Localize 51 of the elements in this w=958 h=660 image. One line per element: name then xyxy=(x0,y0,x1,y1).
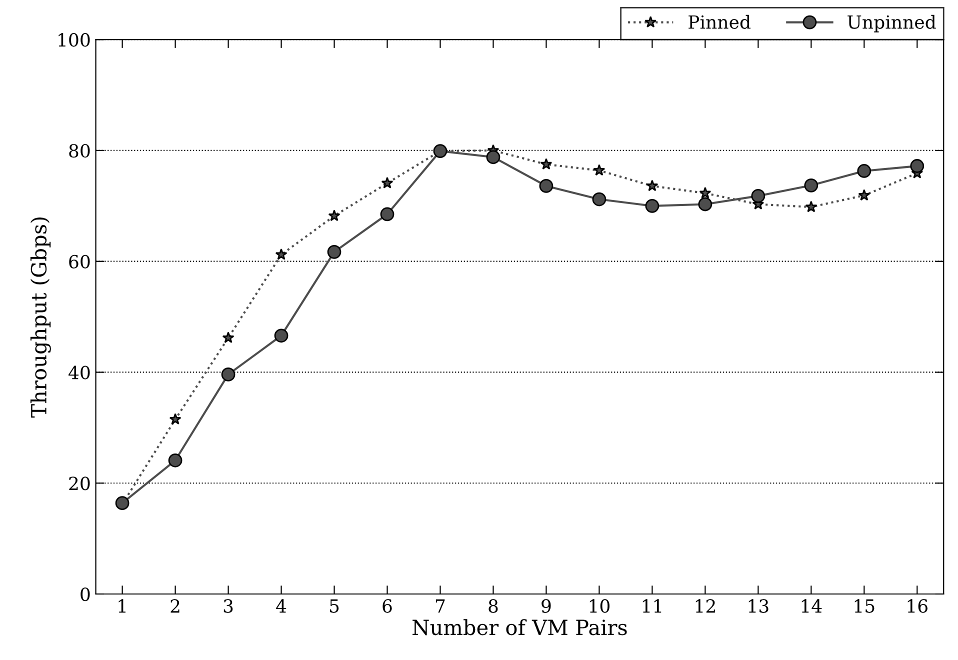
point xyxy=(539,179,554,193)
y-tick-label: 60 xyxy=(69,254,90,268)
point xyxy=(486,150,500,164)
point xyxy=(910,159,924,173)
point xyxy=(646,180,658,192)
x-tick-label: 10 xyxy=(590,599,610,613)
y-axis-title: Throughput (Gbps) xyxy=(30,217,51,418)
point xyxy=(858,189,870,201)
point xyxy=(168,453,182,468)
x-tick-label: 2 xyxy=(170,599,180,613)
point xyxy=(380,207,394,222)
point xyxy=(857,164,872,178)
point xyxy=(592,192,606,206)
point xyxy=(751,188,766,203)
x-axis-title: Number of VM Pairs xyxy=(412,619,627,636)
point xyxy=(221,368,236,382)
point xyxy=(804,178,818,192)
point xyxy=(327,244,342,259)
point xyxy=(698,197,712,212)
point xyxy=(274,328,288,343)
x-tick-label: 13 xyxy=(748,599,768,613)
y-tick-label: 100 xyxy=(58,33,90,47)
y-tick-label: 20 xyxy=(69,476,90,490)
x-tick-label: 9 xyxy=(542,599,551,613)
x-tick-label: 14 xyxy=(802,599,822,613)
legend-label: Pinned xyxy=(688,14,750,29)
x-tick-label: 1 xyxy=(118,599,126,613)
point xyxy=(275,248,288,260)
point xyxy=(222,332,234,344)
point xyxy=(381,176,394,188)
x-tick-label: 15 xyxy=(854,599,874,613)
x-tick-label: 5 xyxy=(330,599,339,613)
x-tick-label: 4 xyxy=(276,599,286,613)
y-tick-label: 80 xyxy=(69,144,90,158)
y-tick-label: 0 xyxy=(80,587,90,602)
point xyxy=(645,198,660,213)
x-tick-label: 11 xyxy=(642,599,662,613)
point xyxy=(328,210,340,222)
x-tick-label: 12 xyxy=(696,599,715,613)
x-tick-label: 16 xyxy=(908,599,928,613)
point xyxy=(805,200,818,212)
x-tick-label: 8 xyxy=(488,599,498,613)
legend-label: Unpinned xyxy=(848,14,936,32)
x-tick-label: 3 xyxy=(224,599,233,613)
point xyxy=(169,413,182,425)
y-tick-label: 40 xyxy=(68,366,90,380)
point xyxy=(540,158,552,170)
point xyxy=(593,164,606,176)
x-tick-label: 6 xyxy=(382,599,392,613)
point xyxy=(699,186,712,198)
x-tick-label: 7 xyxy=(436,599,445,613)
